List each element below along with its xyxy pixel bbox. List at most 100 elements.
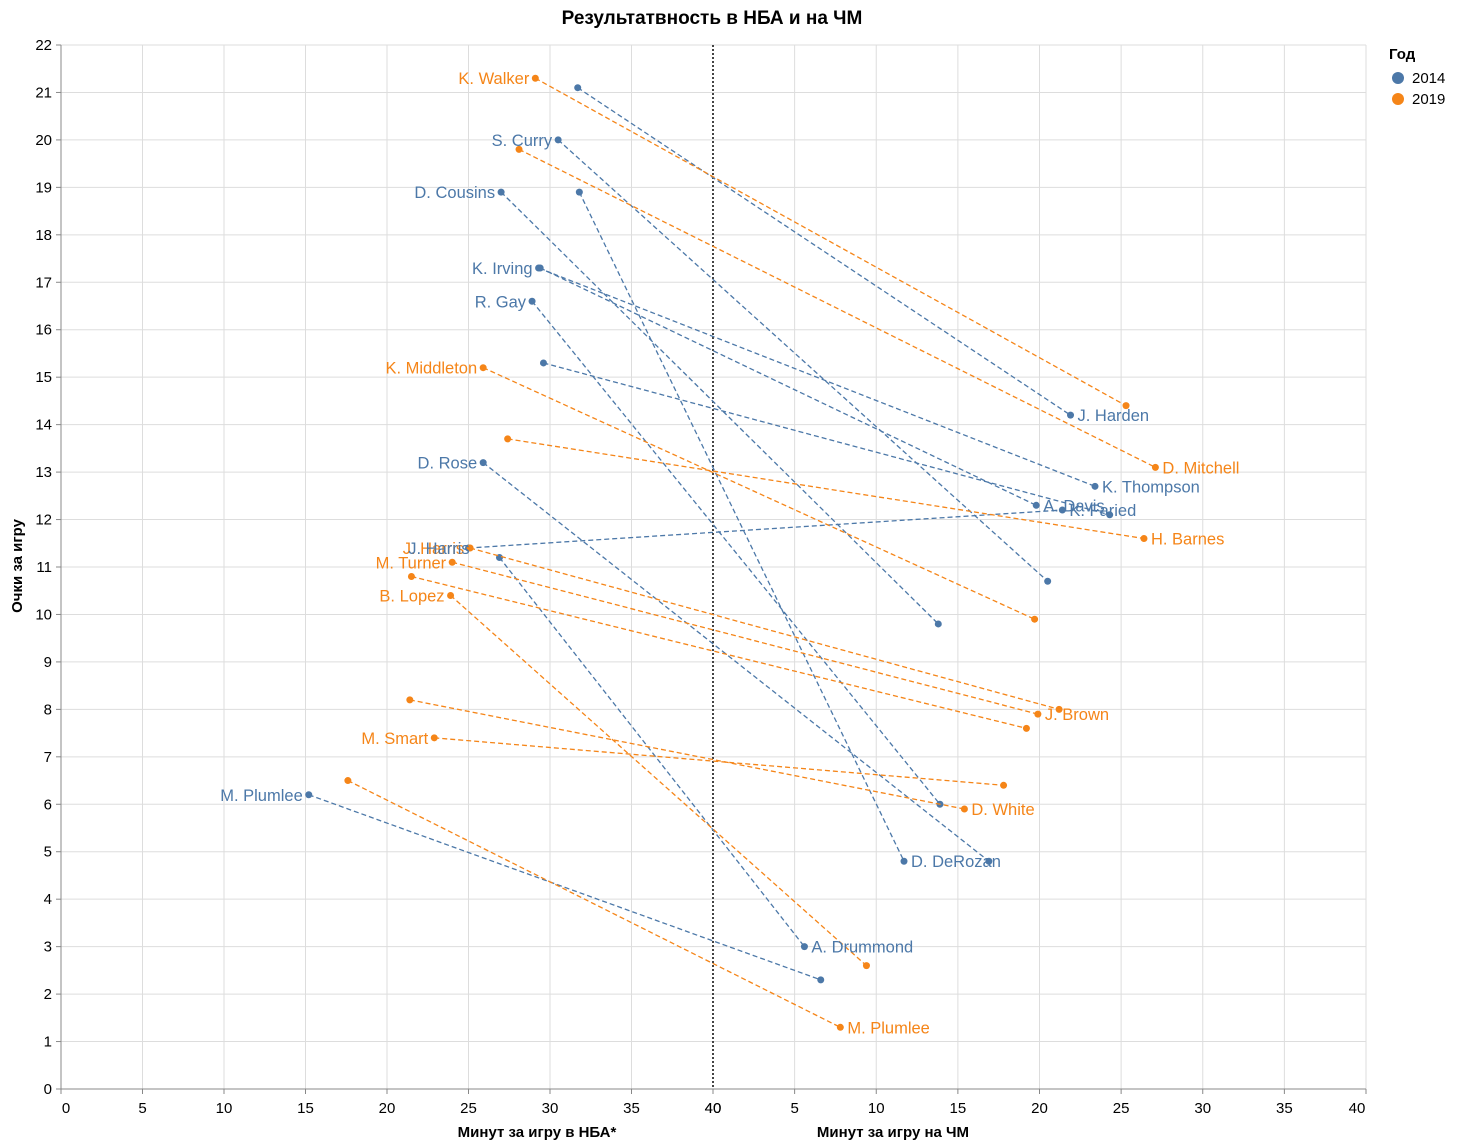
player-label-left: S. Curry bbox=[492, 132, 553, 150]
nba-point-2014 bbox=[497, 188, 505, 196]
player-line-2014 bbox=[557, 139, 1049, 582]
player-line-2019 bbox=[469, 547, 1060, 710]
nba-point-2019 bbox=[406, 696, 414, 704]
wc-point-2014 bbox=[1058, 506, 1066, 514]
player-line-2019 bbox=[347, 779, 841, 1028]
wc-point-2019 bbox=[1140, 535, 1148, 543]
player-label-right: A. Drummond bbox=[811, 939, 913, 957]
legend-title: Год bbox=[1389, 46, 1416, 63]
player-label-extra: K. Thompson bbox=[1102, 478, 1200, 496]
legend-label-2019: 2019 bbox=[1412, 91, 1445, 108]
x-right-tick-label: 30 bbox=[1194, 1100, 1211, 1117]
x-left-tick-label: 30 bbox=[542, 1100, 559, 1117]
nba-point-2019 bbox=[448, 558, 456, 566]
nba-point-2014 bbox=[539, 359, 547, 367]
x-left-tick-label: 10 bbox=[216, 1100, 233, 1117]
player-line-2014 bbox=[498, 557, 805, 948]
player-label-left: M. Plumlee bbox=[220, 787, 303, 805]
wc-point-2014 bbox=[1044, 577, 1052, 585]
wc-point-2019 bbox=[836, 1023, 844, 1031]
x-left-tick-label: 35 bbox=[623, 1100, 640, 1117]
player-line-2014 bbox=[468, 509, 1063, 549]
player-label-right: M. Plumlee bbox=[847, 1019, 930, 1037]
player-line-2014 bbox=[538, 267, 1096, 487]
player-line-2019 bbox=[409, 699, 965, 810]
y-tick-label: 5 bbox=[44, 844, 52, 861]
point-labels: J. Harden S. Curry D. Cousins D. DeRozan K. … bbox=[220, 70, 1239, 1037]
player-label-left: K. Irving bbox=[472, 260, 533, 278]
y-tick-label: 10 bbox=[35, 606, 52, 623]
player-line-2019 bbox=[452, 561, 1039, 715]
x-left-tick-label: 5 bbox=[138, 1100, 146, 1117]
player-label-left: B. Lopez bbox=[379, 587, 444, 605]
player-line-2019 bbox=[450, 594, 867, 967]
player-line-2019 bbox=[434, 737, 1004, 786]
wc-point-2014 bbox=[1091, 482, 1099, 490]
y-tick-label: 8 bbox=[44, 701, 52, 718]
player-line-2019 bbox=[535, 77, 1127, 407]
x-left-tick-label: 20 bbox=[379, 1100, 396, 1117]
x-right-tick-label: 20 bbox=[1031, 1100, 1048, 1117]
wc-point-2019 bbox=[1000, 781, 1008, 789]
nba-point-2019 bbox=[531, 74, 539, 82]
y-tick-label: 4 bbox=[44, 891, 52, 908]
wc-point-2014 bbox=[800, 943, 808, 951]
y-tick-label: 20 bbox=[35, 132, 52, 149]
x-left-tick-label: 40 bbox=[705, 1100, 722, 1117]
player-line-2014 bbox=[500, 191, 939, 625]
nba-point-2014 bbox=[305, 791, 313, 799]
player-line-2014 bbox=[539, 267, 1037, 506]
y-tick-label: 9 bbox=[44, 654, 52, 671]
nba-point-2014 bbox=[536, 264, 544, 272]
nba-point-2014 bbox=[479, 459, 487, 467]
y-tick-label: 13 bbox=[35, 464, 52, 481]
y-tick-label: 16 bbox=[35, 322, 52, 339]
wc-point-2019 bbox=[1122, 402, 1130, 410]
player-label-right: D. DeRozan bbox=[911, 853, 1001, 871]
x-left-tick-label: 0 bbox=[62, 1100, 70, 1117]
divider-tick-label: 40 bbox=[705, 1100, 722, 1117]
player-label-right: J. Harden bbox=[1078, 407, 1150, 425]
y-tick-label: 15 bbox=[35, 369, 52, 386]
player-label-extra: A. Davis bbox=[1043, 497, 1104, 515]
y-tick-label: 14 bbox=[35, 417, 52, 434]
player-line-2014 bbox=[578, 191, 905, 862]
chart-title: Результатвность в НБА и на ЧМ bbox=[562, 8, 863, 29]
player-line-2019 bbox=[507, 438, 1145, 540]
nba-point-2014 bbox=[574, 84, 582, 92]
nba-point-2019 bbox=[447, 591, 455, 599]
player-label-left: K. Middleton bbox=[385, 360, 477, 378]
player-label-right: H. Barnes bbox=[1151, 531, 1224, 549]
player-line-2014 bbox=[531, 300, 941, 805]
nba-point-2019 bbox=[466, 544, 474, 552]
y-tick-label: 11 bbox=[36, 559, 52, 576]
wc-point-2014 bbox=[900, 857, 908, 865]
wc-point-2019 bbox=[1022, 724, 1030, 732]
y-tick-label: 18 bbox=[35, 227, 52, 244]
y-tick-label: 17 bbox=[35, 274, 52, 291]
x-left-tick-label: 15 bbox=[297, 1100, 314, 1117]
wc-point-2019 bbox=[1151, 463, 1159, 471]
nba-point-2014 bbox=[528, 297, 536, 305]
y-axis-title: Очки за игру bbox=[9, 518, 26, 612]
x-axis-title-right: Минут за игру на ЧМ bbox=[817, 1124, 969, 1141]
player-label-left: R. Gay bbox=[475, 293, 527, 311]
legend-swatch-2014 bbox=[1392, 72, 1404, 84]
nba-point-2019 bbox=[344, 777, 352, 785]
legend-label-2014: 2014 bbox=[1412, 70, 1445, 87]
wc-point-2019 bbox=[862, 962, 870, 970]
player-label-left: K. Walker bbox=[458, 70, 529, 88]
nba-point-2019 bbox=[479, 364, 487, 372]
wc-point-2014 bbox=[1106, 511, 1114, 519]
y-tick-label: 1 bbox=[44, 1034, 52, 1051]
wc-point-2019 bbox=[960, 805, 968, 813]
wc-point-2019 bbox=[1055, 705, 1063, 713]
x-right-tick-label: 25 bbox=[1113, 1100, 1130, 1117]
nba-point-2014 bbox=[554, 136, 562, 144]
series bbox=[305, 74, 1159, 1031]
player-line-2014 bbox=[543, 362, 1110, 516]
player-line-2019 bbox=[518, 148, 1156, 468]
y-tick-label: 12 bbox=[35, 512, 52, 529]
wc-point-2014 bbox=[1032, 501, 1040, 509]
